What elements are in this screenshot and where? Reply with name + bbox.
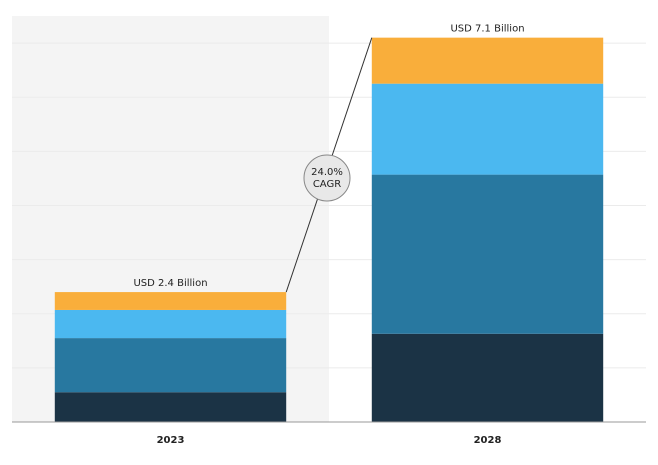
- bar-segment: [371, 37, 604, 84]
- bar-segment: [54, 338, 287, 393]
- cagr-badge: [303, 154, 351, 202]
- bar-segment: [54, 292, 287, 310]
- x-tick-label: 2023: [157, 435, 185, 446]
- bar-segment: [371, 83, 604, 175]
- cagr-text: CAGR: [313, 179, 341, 190]
- bar-segment: [371, 174, 604, 334]
- bar-segment: [371, 333, 604, 422]
- x-tick-label: 2028: [474, 435, 502, 446]
- cagr-text: 24.0%: [311, 167, 343, 178]
- bar-segment: [54, 392, 287, 422]
- total-label: USD 7.1 Billion: [450, 24, 524, 35]
- bar-segment: [54, 309, 287, 339]
- total-label: USD 2.4 Billion: [133, 278, 207, 289]
